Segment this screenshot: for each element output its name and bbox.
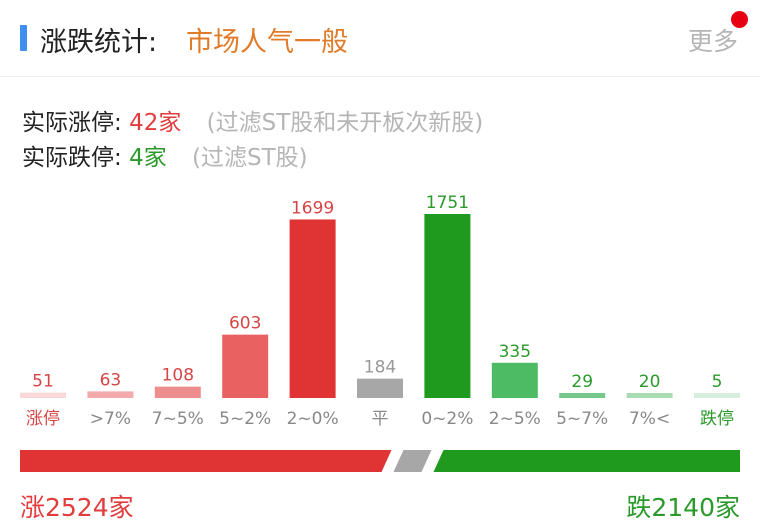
bar-6 [424, 214, 471, 398]
bar-0 [20, 392, 66, 398]
limit-down-line: 实际跌停: 4家 (过滤ST股) [22, 138, 308, 172]
bar-3 [222, 334, 269, 398]
up-down-ratio-bar [20, 450, 740, 472]
category-label: 0~2% [421, 409, 473, 429]
more-link[interactable]: 更多 [687, 27, 738, 56]
flat-segment [393, 450, 432, 472]
limit-up-label: 实际涨停: [22, 110, 122, 136]
bar-value-label: 335 [499, 342, 531, 362]
limit-down-label: 实际跌停: [22, 145, 122, 171]
total-up-count: 涨2524家 [20, 493, 134, 522]
bar-4 [289, 219, 336, 398]
bar-value-label: 20 [639, 372, 661, 392]
distribution-bar-chart: 51 涨停 63 >7% 108 7~5% 603 5~2% 1699 2~0% 184 平 1751 0… [20, 193, 740, 429]
category-label: 跌停 [700, 409, 734, 429]
bar-value-label: 63 [100, 370, 122, 390]
bar-1 [87, 391, 134, 398]
limit-up-line: 实际涨停: 42家 (过滤ST股和未开板次新股) [22, 103, 483, 137]
header: 涨跌统计: 市场人气一般 更多 [0, 0, 760, 77]
total-down-count: 跌2140家 [626, 493, 740, 522]
title-accent-bar [20, 25, 27, 51]
bar-value-label: 51 [32, 372, 54, 392]
notification-dot-icon [731, 11, 748, 28]
bar-value-label: 29 [571, 372, 593, 392]
bar-value-label: 1699 [291, 198, 334, 218]
limit-down-value: 4家 [129, 145, 167, 171]
category-label: 5~2% [219, 409, 271, 429]
bar-value-label: 1751 [426, 193, 469, 213]
up-segment [20, 450, 392, 472]
category-label: 2~0% [287, 409, 339, 429]
limit-down-note: (过滤ST股) [192, 145, 308, 171]
section-title: 涨跌统计: [40, 27, 158, 58]
down-segment [433, 450, 740, 472]
category-label: 涨停 [26, 409, 60, 429]
market-mood-label: 市场人气一般 [186, 27, 348, 58]
bar-value-label: 5 [712, 372, 723, 392]
bar-value-label: 184 [364, 358, 396, 378]
category-label: >7% [90, 409, 131, 429]
category-label: 7%< [629, 409, 670, 429]
bar-9 [626, 393, 673, 398]
limit-up-value: 42家 [129, 110, 182, 136]
bar-7 [491, 362, 538, 398]
category-label: 7~5% [152, 409, 204, 429]
bar-value-label: 603 [229, 314, 261, 334]
category-label: 2~5% [489, 409, 541, 429]
limit-up-note: (过滤ST股和未开板次新股) [206, 110, 484, 136]
bar-8 [559, 393, 606, 398]
bar-value-label: 108 [162, 366, 194, 386]
bar-2 [154, 386, 201, 398]
bar-5 [357, 378, 403, 398]
bar-10 [694, 393, 740, 398]
category-label: 5~7% [556, 409, 608, 429]
category-label: 平 [372, 409, 389, 429]
